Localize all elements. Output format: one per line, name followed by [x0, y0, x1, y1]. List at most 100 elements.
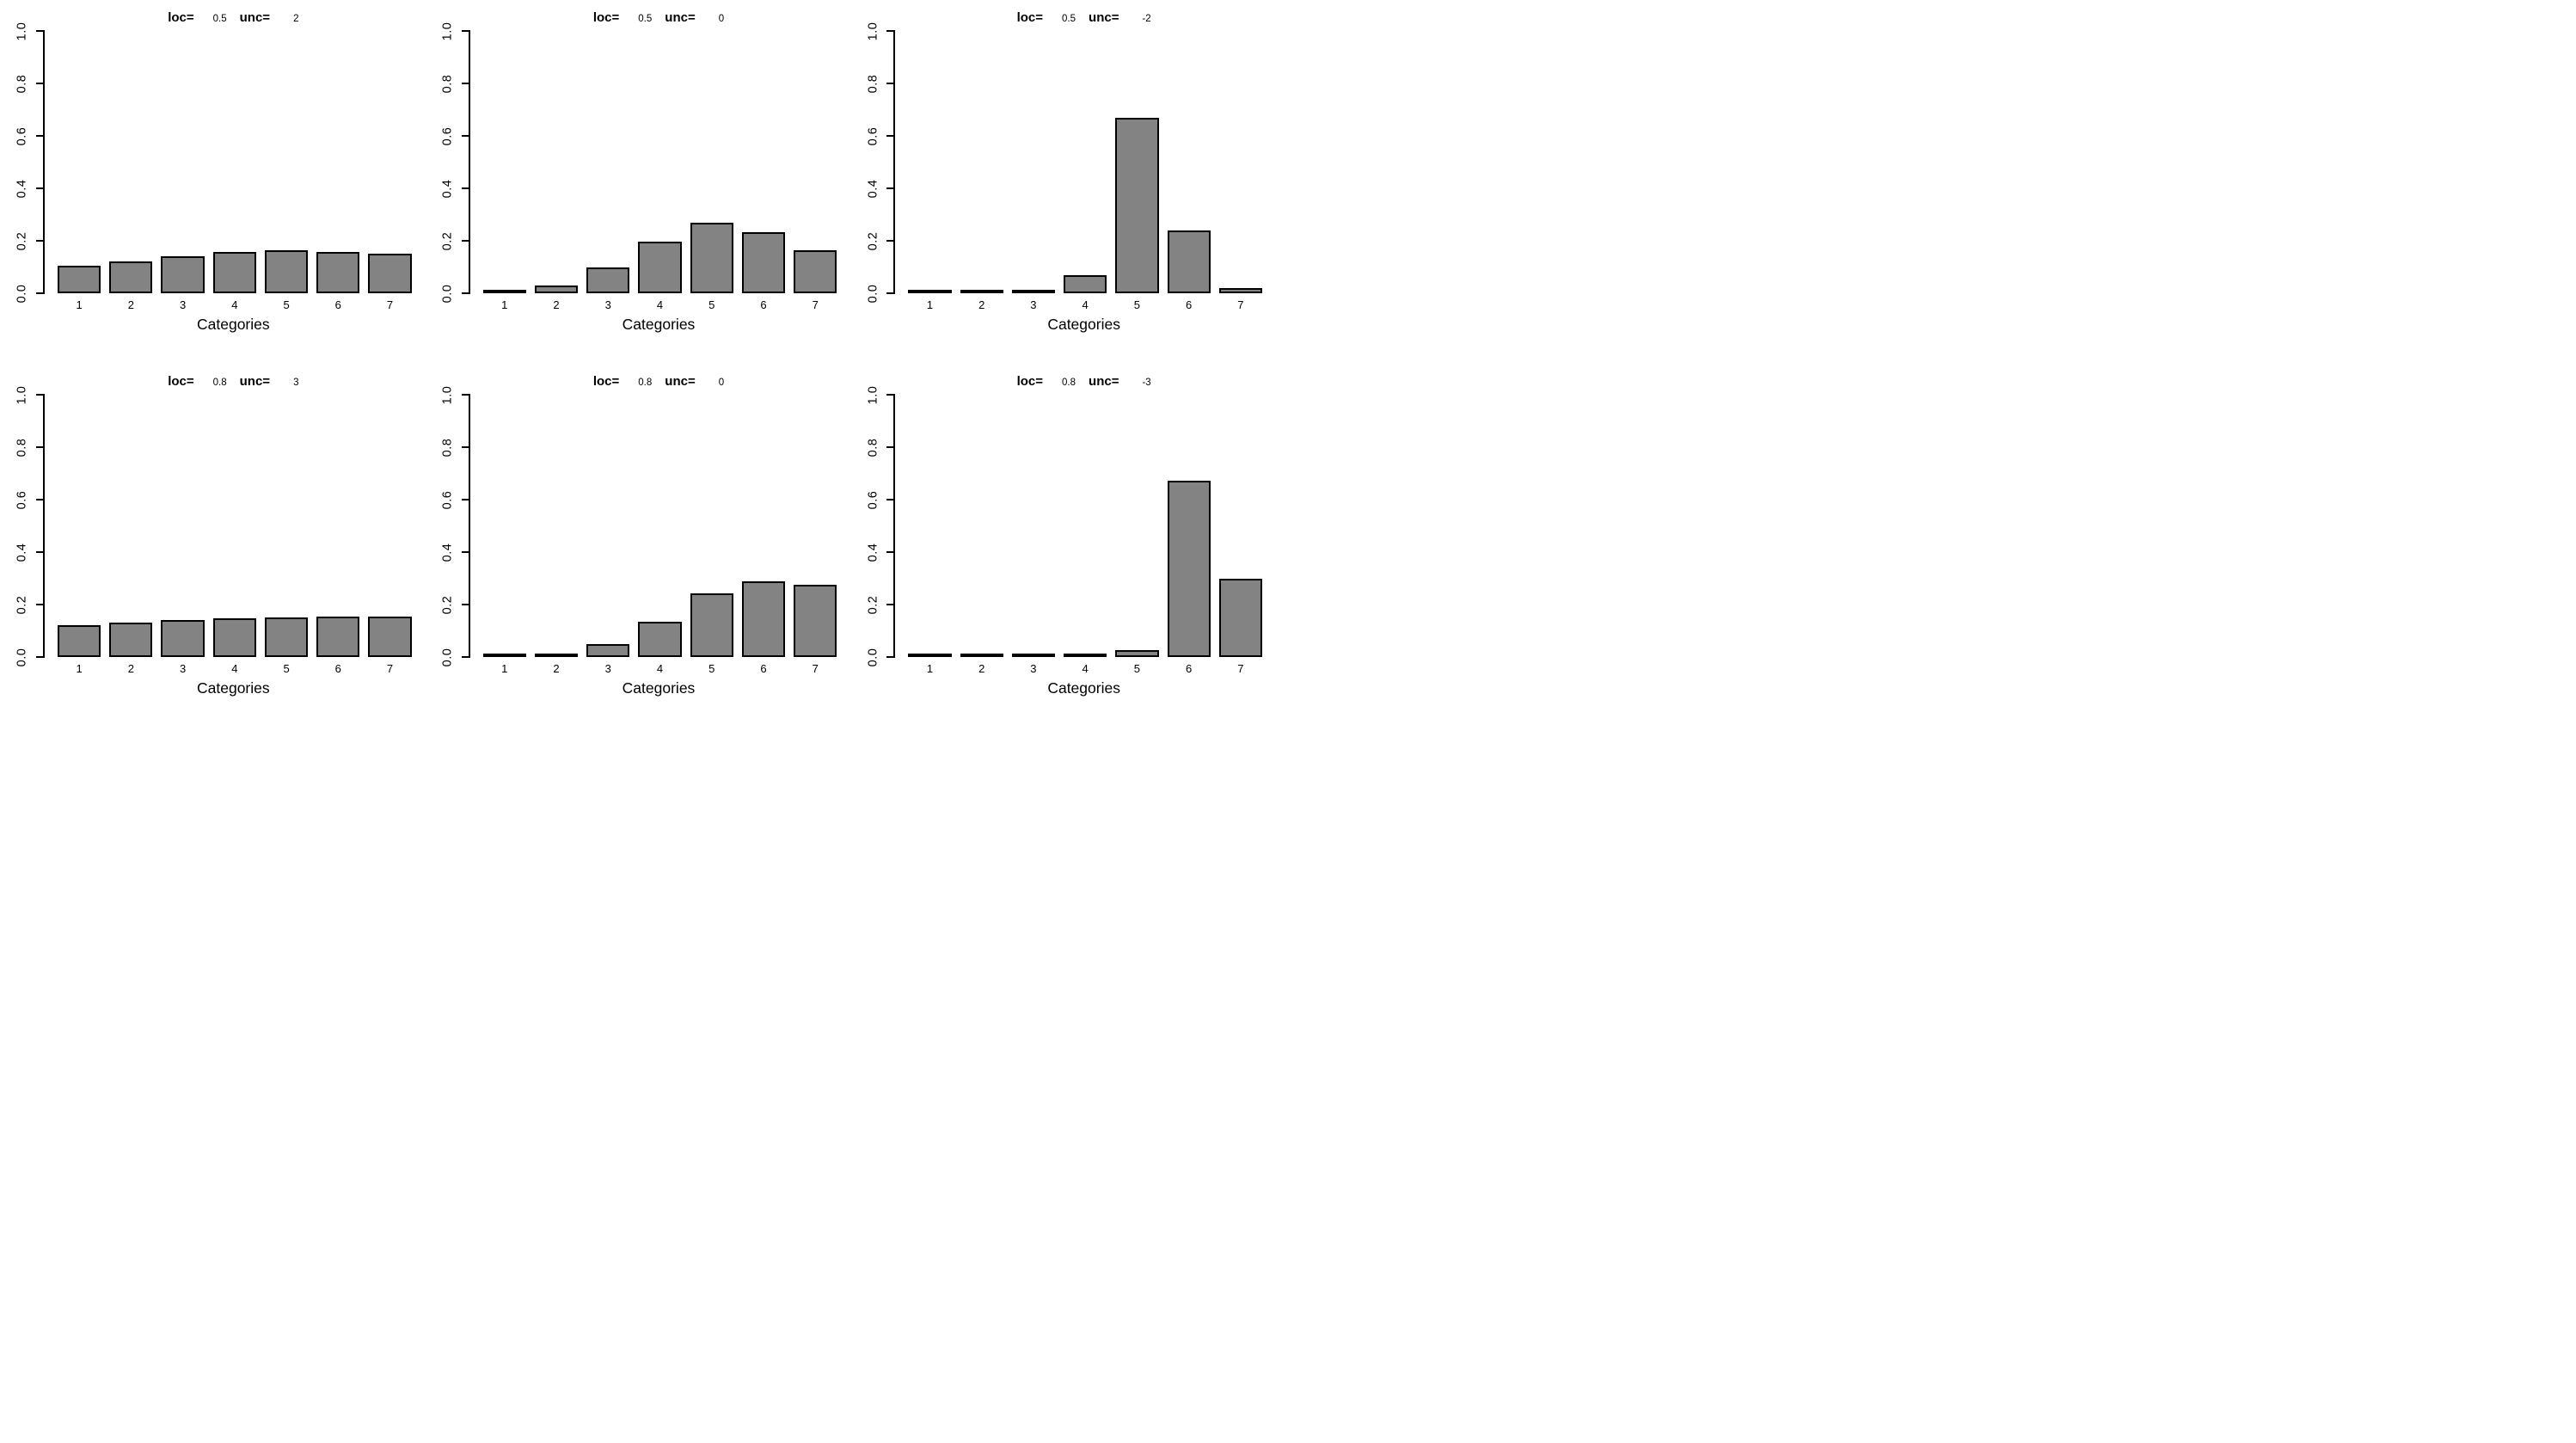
bar-slot: [586, 31, 630, 293]
plot-area: 0.0 0.2 0.4 0.6 0.8 1.0: [5, 385, 422, 666]
y-tick-mark: [461, 551, 469, 553]
x-tick-label: 4: [1082, 661, 1089, 675]
bar-category-5: [1115, 650, 1159, 657]
bars-region: [895, 395, 1273, 657]
x-tick-label: 3: [179, 661, 187, 675]
bar-slot: [316, 31, 360, 293]
x-tick-label: 1: [76, 298, 83, 311]
bar-slot: [908, 31, 952, 293]
bar-category-6: [741, 231, 786, 293]
y-tick-label: 0.4: [440, 179, 455, 198]
y-tick-label: 0.6: [15, 126, 29, 145]
title-loc-value: 0.5: [638, 14, 653, 24]
title-loc-value: 0.8: [212, 378, 227, 388]
bar-slot: [264, 395, 309, 657]
y-axis-line: [893, 394, 896, 658]
y-tick-mark: [886, 446, 895, 448]
y-tick-label: 0.0: [440, 648, 455, 666]
bar-category-6: [316, 616, 360, 657]
y-tick-label: 0.6: [440, 490, 455, 509]
y-axis: 0.0 0.2 0.4 0.6 0.8 1.0: [5, 385, 45, 666]
x-tick-label: 1: [926, 298, 934, 311]
y-tick-label: 0.0: [440, 284, 455, 303]
y-tick-label: 0.4: [15, 179, 29, 198]
bar-category-4: [212, 252, 256, 293]
x-tick-label: 6: [334, 661, 341, 675]
plot-area: 0.0 0.2 0.4 0.6 0.8 1.0: [5, 21, 422, 303]
y-axis-line: [468, 394, 470, 658]
y-axis-line: [43, 394, 45, 658]
y-tick-label: 1.0: [440, 21, 455, 40]
x-tick-label: 2: [553, 298, 560, 311]
y-tick-mark: [36, 240, 44, 242]
x-tick-label: 3: [604, 661, 611, 675]
bar-slot: [1115, 31, 1159, 293]
bar-slot: [534, 31, 579, 293]
bar-category-1: [58, 625, 101, 657]
y-tick-mark: [36, 394, 44, 396]
x-tick-label: 5: [708, 661, 715, 675]
bar-slot: [58, 31, 101, 293]
title-loc-label: loc=: [168, 374, 194, 389]
y-tick-label: 1.0: [15, 21, 29, 40]
bar-slot: [1218, 31, 1262, 293]
x-tick-label: 3: [604, 298, 611, 311]
y-tick-mark: [36, 656, 44, 658]
bar-slot: [794, 395, 837, 657]
title-unc-value: 0: [718, 14, 725, 24]
y-tick-label: 1.0: [866, 385, 880, 404]
x-tick-label: 3: [179, 298, 187, 311]
y-tick-mark: [461, 240, 469, 242]
y-tick-mark: [461, 83, 469, 84]
figure-grid: loc= 0.5 unc= 2 0.0 0.2 0.4 0.6 0.8 1.0 1 2 3 4 5…: [0, 0, 1288, 700]
y-tick-label: 0.8: [15, 438, 29, 457]
x-tick-label: 7: [386, 661, 394, 675]
bar-slot: [960, 395, 1003, 657]
bar-category-3: [586, 267, 630, 293]
y-tick-mark: [36, 446, 44, 448]
subplot-loc08-unc3: loc= 0.8 unc= 3 0.0 0.2 0.4 0.6 0.8 1.0 1 2 3 4 5…: [5, 374, 422, 700]
y-tick-mark: [36, 83, 44, 84]
bar-category-6: [316, 251, 360, 293]
y-tick-label: 0.0: [866, 284, 880, 303]
title-loc-label: loc=: [1016, 374, 1044, 389]
y-axis-line: [43, 30, 45, 294]
y-tick-label: 0.0: [15, 648, 29, 666]
y-axis-line: [893, 30, 896, 294]
bar-category-3: [586, 644, 630, 657]
y-tick-mark: [886, 83, 895, 84]
bar-slot: [960, 31, 1003, 293]
bar-slot: [1064, 395, 1107, 657]
title-unc-value: 0: [718, 378, 725, 388]
bar-category-2: [534, 654, 579, 657]
y-tick-mark: [36, 499, 44, 500]
title-unc-value: 2: [293, 14, 299, 24]
bars: [895, 31, 1273, 293]
x-tick-label: 1: [501, 298, 508, 311]
bar-category-4: [638, 622, 682, 657]
x-tick-label: 5: [283, 298, 290, 311]
bar-slot: [109, 31, 153, 293]
y-tick-label: 0.8: [440, 74, 455, 93]
x-tick-label: 7: [386, 298, 394, 311]
x-tick-label: 7: [1237, 298, 1244, 311]
bar-slot: [741, 395, 786, 657]
title-unc-label: unc=: [239, 10, 271, 25]
y-tick-label: 0.2: [440, 231, 455, 250]
bars-region: [470, 395, 848, 657]
bar-category-7: [794, 249, 837, 293]
bar-slot: [1064, 31, 1107, 293]
bar-category-4: [638, 241, 682, 293]
bar-category-3: [161, 255, 205, 293]
x-axis-title: Categories: [197, 679, 270, 697]
y-tick-label: 0.2: [15, 595, 29, 614]
bar-slot: [586, 395, 630, 657]
chart-title: loc= 0.5 unc= -2: [895, 10, 1273, 31]
title-unc-label: unc=: [1089, 374, 1119, 389]
x-tick-label: 6: [1186, 661, 1193, 675]
x-tick-labels: 1 2 3 4 5 6 7: [470, 293, 848, 316]
y-tick-label: 1.0: [440, 385, 455, 404]
y-tick-label: 0.2: [440, 595, 455, 614]
y-tick-mark: [886, 187, 895, 189]
chart-title: loc= 0.8 unc= -3: [895, 374, 1273, 395]
